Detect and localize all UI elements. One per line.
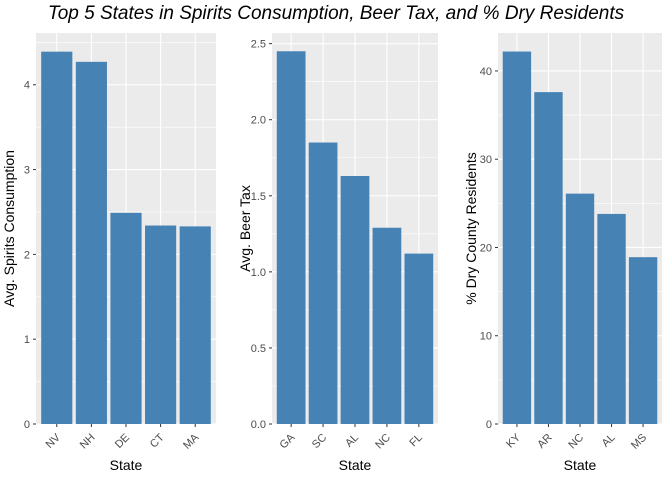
x-tick-label: GA	[278, 431, 298, 451]
bar-ga	[276, 51, 306, 425]
x-tick-label: FL	[407, 432, 425, 450]
bar-ky	[502, 51, 532, 425]
y-tick-label: 30	[480, 154, 492, 166]
x-tick-label: MA	[181, 431, 202, 452]
y-tick-label: 1	[24, 334, 30, 346]
y-tick-label: 0	[486, 419, 492, 431]
x-tick-label: NC	[566, 432, 586, 452]
bar-sc	[308, 142, 338, 424]
x-axis-title: State	[110, 457, 143, 473]
bar-ma	[179, 226, 211, 424]
chart-panel-2: 0.0 0.5 1.0 1.5 2.0 2.5 GA SC AL NC FL State Avg. Be…	[237, 33, 438, 473]
y-axis-title: Avg. Beer Tax	[237, 185, 253, 272]
bar-nc	[372, 227, 402, 424]
bar-nh	[75, 61, 107, 424]
x-tick-label: NC	[373, 432, 393, 452]
bar-al	[597, 213, 626, 424]
y-tick-label: 0.5	[251, 343, 266, 355]
y-tick-label: 20	[480, 242, 492, 254]
bar-de	[110, 212, 142, 424]
y-tick-label: 40	[480, 66, 492, 78]
y-axis-title: % Dry County Residents	[463, 152, 479, 305]
y-tick-label: 1.5	[251, 191, 266, 203]
y-tick-label: 2	[24, 249, 30, 261]
y-tick-label: 0.0	[251, 419, 266, 431]
y-tick-label: 4	[24, 80, 30, 92]
x-tick-label: DE	[113, 432, 132, 451]
y-tick-label: 0	[24, 419, 30, 431]
x-tick-label: AL	[343, 432, 361, 450]
x-tick-label: AL	[600, 432, 618, 450]
bar-ar	[534, 92, 563, 424]
x-axis-title: State	[339, 457, 372, 473]
bar-al	[340, 176, 370, 424]
x-tick-label: MS	[629, 432, 649, 452]
x-tick-label: NH	[78, 432, 98, 452]
bar-nv	[41, 51, 73, 425]
x-tick-label: NV	[44, 431, 64, 451]
y-tick-label: 2.5	[251, 39, 266, 51]
x-tick-label: SC	[310, 432, 329, 451]
bar-ms	[628, 257, 658, 424]
x-tick-label: CT	[148, 431, 167, 450]
bar-ct	[145, 225, 177, 424]
y-tick-label: 2.0	[251, 115, 266, 127]
chart-panel-3: 0 10 20 30 40 KY AR NC AL MS State % Dry County Res…	[463, 33, 662, 473]
y-tick-label: 1.0	[251, 267, 266, 279]
y-axis-title: Avg. Spirits Consumption	[1, 150, 17, 307]
y-tick-label: 3	[24, 165, 30, 177]
x-tick-label: AR	[535, 432, 554, 451]
chart-title: Top 5 States in Spirits Consumption, Bee…	[47, 3, 625, 24]
y-tick-label: 10	[480, 331, 492, 343]
bar-nc	[565, 193, 595, 424]
bar-fl	[404, 253, 434, 424]
x-axis-title: State	[564, 457, 597, 473]
chart-panel-1: 0 1 2 3 4 NV NH DE CT MA State Avg. Spirits Consump…	[1, 33, 216, 473]
x-tick-label: KY	[504, 431, 523, 450]
